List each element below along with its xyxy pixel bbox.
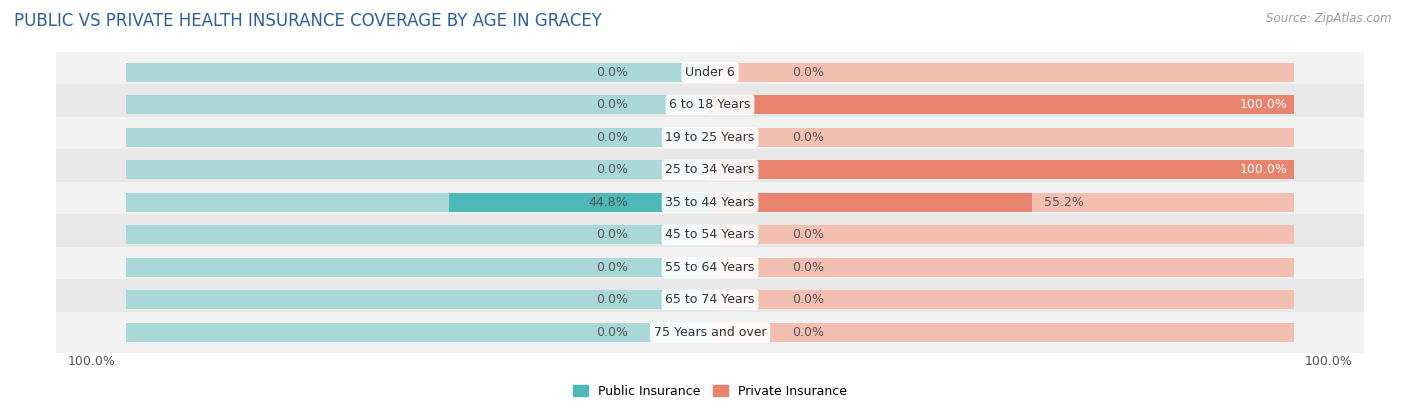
Text: 100.0%: 100.0% [1240,98,1288,112]
Text: 0.0%: 0.0% [596,66,628,79]
Bar [127,160,710,179]
Text: 75 Years and over: 75 Years and over [654,326,766,339]
Text: 65 to 74 Years: 65 to 74 Years [665,293,755,306]
Text: 0.0%: 0.0% [596,228,628,241]
Text: 0.0%: 0.0% [792,66,824,79]
Bar [39,247,1381,288]
Text: 0.0%: 0.0% [596,164,628,176]
Text: Under 6: Under 6 [685,66,735,79]
Text: 0.0%: 0.0% [596,326,628,339]
Text: 100.0%: 100.0% [1305,355,1353,368]
Bar [710,290,1294,309]
Text: PUBLIC VS PRIVATE HEALTH INSURANCE COVERAGE BY AGE IN GRACEY: PUBLIC VS PRIVATE HEALTH INSURANCE COVER… [14,12,602,31]
Bar [39,214,1381,256]
Bar [39,84,1381,126]
Legend: Public Insurance, Private Insurance: Public Insurance, Private Insurance [567,378,853,404]
Bar [710,95,1294,114]
Bar [710,160,1294,179]
Text: 0.0%: 0.0% [596,131,628,144]
Bar [39,52,1381,93]
Bar [39,149,1381,191]
Text: 0.0%: 0.0% [792,326,824,339]
Bar [39,279,1381,320]
Text: Source: ZipAtlas.com: Source: ZipAtlas.com [1267,12,1392,25]
Bar [39,116,1381,158]
Bar [710,193,1032,212]
Text: 0.0%: 0.0% [596,98,628,112]
Bar [710,323,1294,342]
Bar [710,225,1294,244]
Text: 0.0%: 0.0% [792,261,824,274]
Bar [710,160,1294,179]
Text: 25 to 34 Years: 25 to 34 Years [665,164,755,176]
Bar [449,193,710,212]
Bar [127,225,710,244]
Text: 6 to 18 Years: 6 to 18 Years [669,98,751,112]
Text: 100.0%: 100.0% [1240,164,1288,176]
Text: 0.0%: 0.0% [792,228,824,241]
Bar [710,95,1294,114]
Text: 0.0%: 0.0% [792,131,824,144]
Text: 55.2%: 55.2% [1043,196,1084,209]
Bar [710,128,1294,147]
Text: 0.0%: 0.0% [596,261,628,274]
Text: 100.0%: 100.0% [67,355,115,368]
Text: 35 to 44 Years: 35 to 44 Years [665,196,755,209]
Bar [127,290,710,309]
Bar [39,182,1381,223]
Bar [127,95,710,114]
Text: 55 to 64 Years: 55 to 64 Years [665,261,755,274]
Bar [710,258,1294,277]
Text: 0.0%: 0.0% [792,293,824,306]
Text: 19 to 25 Years: 19 to 25 Years [665,131,755,144]
Bar [39,312,1381,353]
Bar [127,323,710,342]
Bar [127,128,710,147]
Text: 45 to 54 Years: 45 to 54 Years [665,228,755,241]
Bar [710,63,1294,82]
Bar [710,193,1294,212]
Text: 0.0%: 0.0% [596,293,628,306]
Bar [127,258,710,277]
Text: 44.8%: 44.8% [589,196,628,209]
Bar [127,63,710,82]
Bar [127,193,710,212]
